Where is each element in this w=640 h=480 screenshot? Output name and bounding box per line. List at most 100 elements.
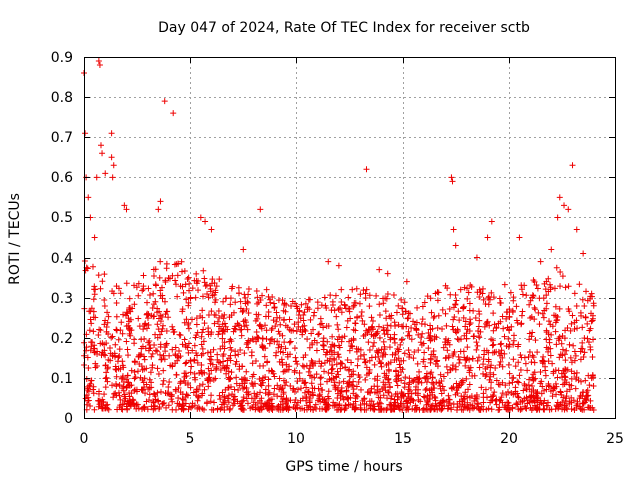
data-point [429,402,436,409]
data-point [244,339,251,346]
data-point [219,343,226,350]
data-point [134,368,141,375]
data-point [518,406,525,413]
data-point [239,385,246,392]
data-point [459,379,466,386]
data-point [93,174,100,181]
data-point [103,374,110,381]
data-point [253,338,260,345]
data-point [410,378,417,385]
data-point [159,322,166,329]
data-point [156,308,163,315]
data-point [194,329,201,336]
data-point [371,361,378,368]
data-point [95,58,102,65]
data-point [478,384,485,391]
data-point [331,356,338,363]
data-point [449,323,456,330]
data-point [551,285,558,292]
data-point [168,393,175,400]
data-point [159,401,166,408]
data-point [568,399,575,406]
data-point [525,353,532,360]
data-point [403,404,410,411]
data-point [482,386,489,393]
data-point [426,334,433,341]
data-point [445,392,452,399]
data-point [399,366,406,373]
data-point [157,198,164,205]
data-point [400,323,407,330]
data-point [384,395,391,402]
data-point [143,325,150,332]
data-point [590,374,597,381]
data-point [510,332,517,339]
data-point [138,363,145,370]
data-point [302,300,309,307]
data-point [331,343,338,350]
data-point [522,360,529,367]
data-point [237,305,244,312]
data-point [381,370,388,377]
data-point [185,406,192,413]
data-point [345,305,352,312]
data-point [477,289,484,296]
data-point [408,336,415,343]
data-point [173,281,180,288]
data-point [212,289,219,296]
data-point [515,359,522,366]
data-point [197,214,204,221]
data-point [418,320,425,327]
data-point [344,395,351,402]
data-point [328,351,335,358]
data-point [503,309,510,316]
data-point [252,401,259,408]
data-point [303,393,310,400]
data-point [154,397,161,404]
data-point [423,379,430,386]
data-point [549,323,556,330]
data-point [277,348,284,355]
data-point [443,322,450,329]
data-point [114,406,121,413]
data-point [214,318,221,325]
data-point [155,206,162,213]
data-point [386,379,393,386]
data-point [131,375,138,382]
data-point [259,292,266,299]
data-point [266,403,273,410]
data-point [145,322,152,329]
data-point [503,391,510,398]
data-point [509,404,516,411]
data-point [160,367,167,374]
y-tick-label: 0.2 [51,331,73,347]
data-point [333,406,340,413]
data-point [152,298,159,305]
data-point [392,351,399,358]
data-point [489,397,496,404]
data-point [184,344,191,351]
data-point [219,389,226,396]
data-point [254,333,261,340]
data-point [397,341,404,348]
data-point [206,356,213,363]
data-point [182,360,189,367]
data-point [174,293,181,300]
data-point [377,388,384,395]
data-point [124,346,131,353]
data-point [185,340,192,347]
data-point [535,309,542,316]
data-point [346,338,353,345]
data-point [493,401,500,408]
data-point [395,372,402,379]
data-point [388,393,395,400]
data-point [146,384,153,391]
data-point [245,391,252,398]
data-point [368,398,375,405]
data-point [549,360,556,367]
data-point [180,405,187,412]
data-point [567,327,574,334]
data-point [132,374,139,381]
data-point [516,372,523,379]
data-point [437,385,444,392]
